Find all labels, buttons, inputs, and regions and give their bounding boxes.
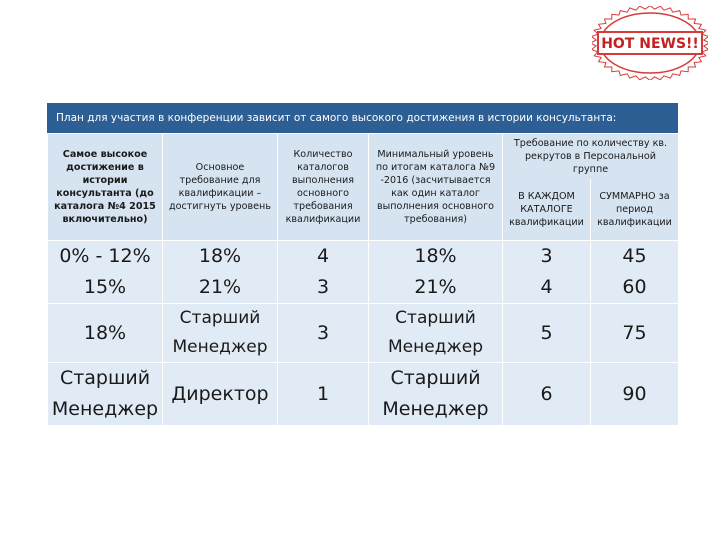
cell-line: Старший: [390, 367, 481, 389]
header-cell: Количество каталогов выполнения основног…: [277, 133, 369, 241]
subheader-cell: В КАЖДОМ КАТАЛОГЕ квалификации: [502, 178, 591, 241]
cell-line: Директор: [171, 382, 269, 405]
cell-line: 3: [316, 321, 330, 344]
cell-line: 21%: [414, 276, 457, 298]
stamp-band: [597, 31, 703, 55]
stamp-text: HOT NEWS!!: [601, 36, 699, 52]
cell-line: 15%: [83, 276, 127, 298]
cell-line: 4: [540, 276, 553, 298]
table-cell: 90: [589, 362, 680, 426]
cell-line: Менеджер: [382, 398, 489, 420]
cell-line: 75: [622, 321, 647, 344]
cell-line: 4: [316, 245, 330, 267]
header-cell: Основное требование для квалификации – д…: [162, 133, 278, 241]
table-cell: 18% 21%: [162, 240, 278, 304]
table-cell: 18% 21%: [368, 240, 503, 304]
header-cell: Самое высокое достижение в истории консу…: [47, 133, 163, 241]
cell-line: 0% - 12%: [59, 245, 151, 267]
cell-line: Старший: [179, 308, 261, 328]
cell-line: 18%: [83, 321, 127, 344]
cell-line: 18%: [414, 245, 457, 267]
table-sheet: План для участия в конференции зависит о…: [47, 103, 680, 426]
table-cell: Старший Менеджер: [368, 362, 503, 426]
table-cell: Старший Менеджер: [47, 362, 163, 426]
table-cell: 75: [589, 303, 680, 363]
table-row: Старший Менеджер Директор 1 Старший Менеджер 6…: [47, 362, 680, 426]
table-cell: 1: [277, 362, 369, 426]
cell-line: 3: [316, 276, 330, 298]
table-cell: 5: [502, 303, 591, 363]
table-title: План для участия в конференции зависит о…: [47, 103, 678, 133]
table-cell: 6: [502, 362, 591, 426]
header-cell: Минимальный уровень по итогам каталога №…: [368, 133, 503, 241]
cell-line: 6: [540, 382, 553, 405]
cell-line: Старший: [59, 367, 151, 389]
table-cell: 18%: [47, 303, 163, 363]
cell-line: 21%: [198, 276, 242, 298]
table-cell: Старший Менеджер: [368, 303, 503, 363]
table: Самое высокое достижение в истории консу…: [47, 132, 680, 426]
table-cell: 0% - 12% 15%: [47, 240, 163, 304]
cell-line: Старший: [395, 308, 476, 328]
table-row: 0% - 12% 15% 18% 21% 4 3 18% 21% 3 4 45 60: [47, 240, 680, 304]
cell-line: 1: [316, 382, 330, 405]
cell-line: 3: [540, 245, 553, 267]
subheader-cell: СУММАРНО за период квалификации: [589, 178, 680, 241]
cell-line: 90: [622, 382, 647, 405]
cell-line: Менеджер: [51, 398, 159, 420]
cell-line: 18%: [198, 245, 242, 267]
cell-line: Менеджер: [387, 337, 484, 357]
cell-line: 45: [622, 245, 647, 267]
table-row: 18% Старший Менеджер 3 Старший Менеджер 5 75: [47, 303, 680, 363]
cell-line: 5: [540, 321, 553, 344]
table-cell: 3: [277, 303, 369, 363]
cell-line: 60: [622, 276, 647, 298]
table-cell: Директор: [162, 362, 278, 426]
cell-line: Менеджер: [172, 337, 268, 357]
table-cell: Старший Менеджер: [162, 303, 278, 363]
header-cell: Требование по количеству кв. рекрутов в …: [501, 132, 680, 179]
hot-news-stamp: HOT NEWS!!: [592, 6, 708, 80]
table-cell: 45 60: [589, 240, 680, 304]
